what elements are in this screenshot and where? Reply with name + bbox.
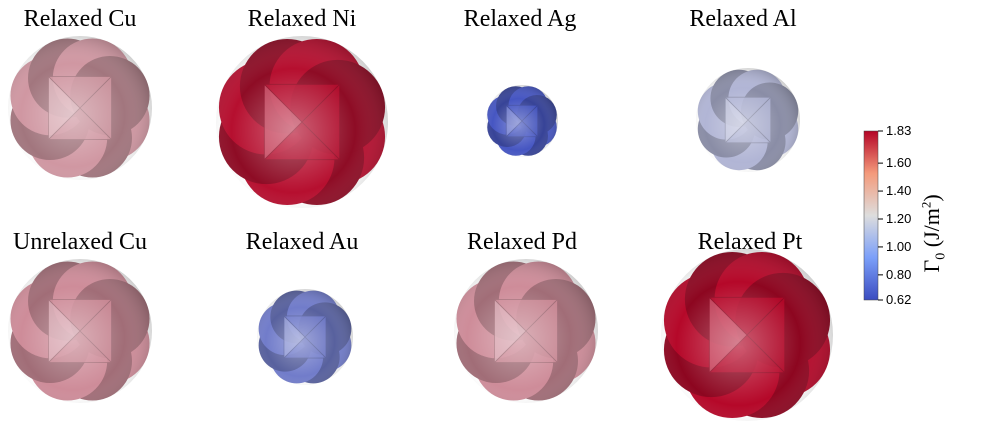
particle-shape	[454, 259, 598, 403]
colorbar-tick-label: 1.00	[886, 238, 912, 254]
colorbar-tick-label: 1.40	[886, 183, 912, 199]
panel-label: Unrelaxed Cu	[13, 229, 147, 255]
panel-label: Relaxed Pt	[697, 229, 803, 255]
colorbar-tick-label: 0.80	[886, 266, 912, 282]
particle-shape	[8, 36, 152, 180]
colorbar-gradient	[863, 130, 879, 301]
colorbar-title: Γ0 (J/m2)	[918, 194, 949, 273]
particle-shape	[8, 259, 152, 403]
particle-shape	[696, 68, 800, 172]
colorbar-tick-label: 1.20	[886, 210, 912, 226]
colorbar-tick-label: 1.83	[886, 123, 912, 138]
panel-label: Relaxed Ni	[247, 6, 357, 32]
panel-label: Relaxed Au	[245, 229, 359, 255]
particle-shape	[486, 85, 558, 157]
colorbar-tick-label: 1.60	[886, 155, 912, 171]
panel-label: Relaxed Pd	[467, 229, 577, 255]
panel-label: Relaxed Cu	[23, 6, 137, 32]
particle-shape	[216, 36, 388, 208]
particle-shape	[257, 289, 353, 385]
panel-label: Relaxed Ag	[463, 6, 577, 32]
panel-label: Relaxed Al	[689, 6, 797, 32]
particle-shape	[661, 249, 833, 421]
colorbar-tick-label: 0.62	[886, 292, 912, 307]
